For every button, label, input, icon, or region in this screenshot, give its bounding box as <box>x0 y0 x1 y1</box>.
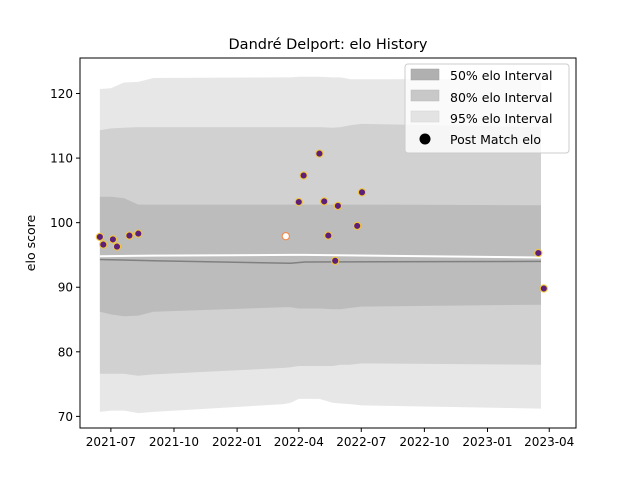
expected-line <box>99 253 542 259</box>
post-match-point <box>539 284 548 293</box>
post-match-point <box>333 201 343 211</box>
x-tick-label: 2021-07 <box>86 435 136 449</box>
y-tick-label: 100 <box>50 216 73 230</box>
post-match-point <box>112 242 122 251</box>
post-match-point <box>299 171 308 180</box>
y-tick-label: 70 <box>58 410 73 424</box>
post-match-point <box>294 197 303 207</box>
legend-label-50: 50% elo Interval <box>450 68 552 83</box>
post-match-point <box>95 232 105 242</box>
legend-swatch-50 <box>410 68 440 81</box>
x-tick-label: 2022-04 <box>274 435 324 449</box>
chart-title: Dandré Delport: elo History <box>229 37 428 53</box>
legend-box <box>404 63 570 154</box>
x-tick-label: 2022-10 <box>399 435 449 449</box>
band-50 <box>99 196 542 317</box>
legend-swatch-80 <box>410 89 440 102</box>
post-match-point <box>331 256 340 265</box>
data-points <box>95 149 548 293</box>
plot-frame <box>79 57 577 429</box>
post-match-point <box>108 235 118 244</box>
x-tick-label: 2023-01 <box>462 435 512 449</box>
y-tick-label: 90 <box>58 281 73 295</box>
mean-line <box>99 258 542 265</box>
x-axis-ticks: 2021-07 2021-10 2022-01 2022-04 2022-07 2022-… <box>86 428 574 449</box>
interval-bands <box>99 76 542 414</box>
post-match-point <box>534 248 543 258</box>
legend: 50% elo Interval 80% elo Interval 95% el… <box>404 63 570 154</box>
legend-swatch-95 <box>410 110 440 123</box>
post-match-point <box>125 231 134 240</box>
trend-lines <box>99 253 542 265</box>
highlight-point <box>281 232 290 241</box>
y-tick-label: 110 <box>50 152 73 166</box>
post-match-point <box>99 240 108 249</box>
legend-marker-post-match <box>419 133 431 145</box>
post-match-point <box>324 231 333 240</box>
x-tick-label: 2023-04 <box>524 435 574 449</box>
y-axis-label: elo score <box>23 215 38 272</box>
legend-label-95: 95% elo Interval <box>450 111 552 126</box>
legend-label-post-match: Post Match elo <box>450 132 541 147</box>
post-match-point <box>357 188 367 197</box>
x-tick-label: 2022-01 <box>212 435 262 449</box>
post-match-point <box>315 149 324 158</box>
x-tick-label: 2021-10 <box>149 435 199 449</box>
legend-label-80: 80% elo Interval <box>450 90 552 105</box>
post-match-point <box>320 197 329 206</box>
x-tick-label: 2022-07 <box>336 435 386 449</box>
post-match-point <box>353 221 362 231</box>
y-axis-ticks: 70 80 90 100 110 120 <box>50 87 80 424</box>
y-tick-label: 80 <box>58 345 73 359</box>
y-tick-label: 120 <box>50 87 73 101</box>
post-match-point <box>134 229 143 238</box>
